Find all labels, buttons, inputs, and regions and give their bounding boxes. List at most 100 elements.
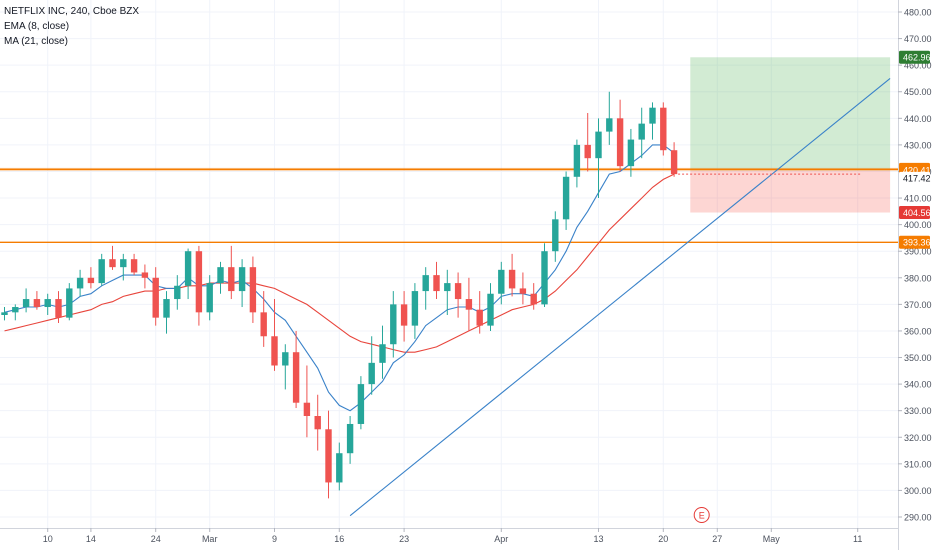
candle-body: [660, 107, 667, 151]
candle-body: [562, 176, 570, 220]
loss-zone: [690, 170, 891, 213]
candle-body: [98, 259, 105, 284]
time-tick-label: 13: [593, 534, 603, 544]
price-tick-label: 320.00: [904, 433, 932, 443]
price-tick-label: 450.00: [904, 87, 932, 97]
price-tick-label: 460.00: [904, 61, 932, 71]
candle-body: [552, 219, 559, 252]
candle-body: [379, 344, 386, 363]
candle-body: [271, 336, 278, 366]
candle-body: [498, 269, 505, 294]
time-tick-label: May: [763, 534, 781, 544]
candle-body: [184, 251, 192, 286]
candle-body: [76, 277, 84, 289]
candle-body: [174, 285, 181, 300]
candle-body: [519, 288, 527, 294]
candle-body: [433, 275, 440, 292]
candle-body: [616, 118, 624, 167]
price-label-text: 417.42: [903, 174, 931, 184]
candle-body: [109, 259, 116, 268]
time-tick-label: 24: [151, 534, 161, 544]
candle-body: [228, 267, 235, 292]
candle-body: [260, 312, 267, 337]
trend-line: [349, 78, 891, 517]
earnings-marker-label: E: [699, 511, 705, 521]
price-tick-label: 370.00: [904, 300, 932, 310]
candle-body: [130, 259, 138, 273]
time-tick-label: 20: [658, 534, 668, 544]
candle-body: [1, 312, 8, 315]
time-tick-label: 14: [86, 534, 96, 544]
time-tick-label: Mar: [202, 534, 218, 544]
time-tick-label: Apr: [494, 534, 508, 544]
candle-body: [152, 277, 159, 318]
candle-body: [422, 275, 429, 292]
price-label-tag: 404.56: [899, 206, 931, 220]
candle-body: [487, 293, 494, 326]
candle-body: [55, 299, 62, 318]
candle-body: [465, 299, 473, 310]
candle-body: [314, 416, 321, 430]
candle-body: [163, 299, 170, 318]
price-label-bg: [899, 171, 930, 185]
candle-body: [44, 299, 51, 308]
price-tick-label: 440.00: [904, 114, 932, 124]
price-label-text: 404.56: [903, 208, 931, 218]
candle-body: [206, 283, 213, 313]
time-tick-label: 11: [853, 534, 862, 544]
candle-body: [238, 267, 246, 292]
price-tick-label: 380.00: [904, 273, 932, 283]
candle-body: [336, 453, 343, 483]
candle-body: [476, 309, 483, 326]
candle-body: [346, 423, 354, 454]
time-tick-label: 23: [399, 534, 409, 544]
candle-body: [120, 259, 127, 268]
candle-body: [249, 267, 257, 313]
time-tick-label: 16: [334, 534, 344, 544]
candle-body: [368, 362, 375, 385]
price-label-text: 462.96: [903, 53, 931, 63]
price-tick-label: 310.00: [904, 459, 932, 469]
price-tick-label: 330.00: [904, 406, 932, 416]
ma21-line: [4, 173, 675, 353]
earnings-marker-icon: [693, 507, 710, 523]
price-axis-bg: [898, 0, 932, 550]
candle-body: [66, 288, 73, 318]
candle-body: [217, 267, 224, 284]
price-tick-label: 360.00: [904, 326, 932, 336]
price-tick-label: 430.00: [904, 140, 932, 150]
price-label-tag: 462.96: [899, 50, 931, 64]
price-tick-label: 480.00: [904, 8, 932, 18]
candle-body: [22, 299, 30, 308]
candle-body: [584, 144, 591, 159]
candle-body: [390, 304, 397, 345]
price-label-bg: [899, 50, 930, 64]
candle-body: [670, 150, 678, 175]
candle-body: [573, 144, 581, 177]
price-tick-label: 470.00: [904, 34, 932, 44]
price-label-text: 420.41: [903, 166, 931, 176]
price-tick-label: 300.00: [904, 486, 932, 496]
candle-body: [541, 251, 548, 305]
candle-body: [282, 352, 289, 366]
price-label-tag: 417.42: [899, 171, 931, 185]
price-tick-label: 400.00: [904, 220, 932, 230]
candle-body: [508, 269, 516, 289]
price-tick-label: 350.00: [904, 353, 932, 363]
candle-body: [638, 123, 645, 140]
candle-body: [530, 293, 537, 305]
price-label-bg: [899, 235, 930, 249]
candle-body: [87, 277, 95, 284]
candle-body: [649, 107, 656, 124]
profit-zone: [690, 57, 891, 171]
candle-body: [33, 299, 41, 308]
candle-body: [357, 384, 365, 424]
ema8-line: [4, 144, 675, 412]
price-label-tag: 393.36: [899, 235, 931, 249]
time-tick-label: 10: [43, 534, 53, 544]
price-tick-label: 410.00: [904, 194, 932, 204]
candle-body: [400, 304, 408, 326]
time-tick-label: 9: [272, 534, 277, 544]
